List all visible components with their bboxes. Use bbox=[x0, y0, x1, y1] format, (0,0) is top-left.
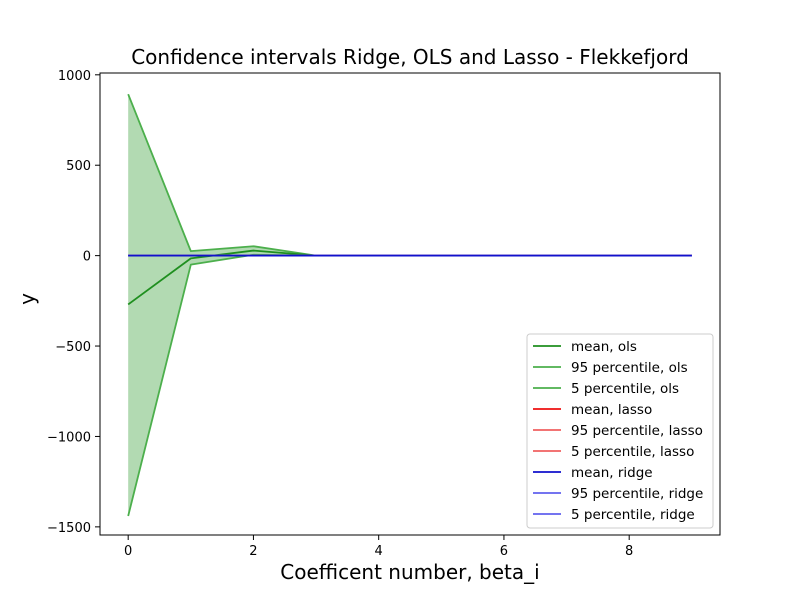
y-tick-label: −1000 bbox=[47, 430, 91, 445]
y-tick-label: 0 bbox=[83, 250, 91, 265]
legend-label-5-percentile-ols: 5 percentile, ols bbox=[571, 381, 679, 397]
legend-label-95-percentile-ols: 95 percentile, ols bbox=[571, 360, 688, 376]
legend-label-95-percentile-lasso: 95 percentile, lasso bbox=[571, 423, 703, 439]
y-tick-label: 1000 bbox=[58, 69, 91, 84]
legend-label-mean-ols: mean, ols bbox=[571, 339, 637, 355]
legend-label-95-percentile-ridge: 95 percentile, ridge bbox=[571, 486, 703, 502]
axis-ticks: 0 2 4 6 8 −1500 −1000 −500 0 500 1000 bbox=[47, 69, 633, 559]
x-tick-label: 0 bbox=[124, 544, 132, 559]
series-line-95-percentile-ols bbox=[127, 93, 692, 257]
x-tick-label: 6 bbox=[500, 544, 508, 559]
legend-label-5-percentile-ridge: 5 percentile, ridge bbox=[571, 507, 695, 523]
y-tick-label: −1500 bbox=[47, 521, 91, 536]
legend-box bbox=[526, 333, 714, 529]
legend-label-mean-ridge: mean, ridge bbox=[571, 465, 653, 481]
plot-area bbox=[99, 72, 721, 536]
plot-frame bbox=[99, 72, 721, 536]
x-axis-label: Coefficent number, beta_i bbox=[280, 560, 539, 584]
y-tick-label: 500 bbox=[66, 159, 91, 174]
y-tick-label: −500 bbox=[55, 340, 91, 355]
x-tick-label: 4 bbox=[375, 544, 383, 559]
chart-title: Confidence intervals Ridge, OLS and Lass… bbox=[131, 45, 689, 69]
legend: mean, ols 95 percentile, ols 5 percentile,… bbox=[526, 333, 714, 529]
y-axis-label: y bbox=[15, 293, 39, 305]
x-tick-label: 2 bbox=[249, 544, 257, 559]
legend-label-5-percentile-lasso: 5 percentile, lasso bbox=[571, 444, 694, 460]
legend-label-mean-lasso: mean, lasso bbox=[571, 402, 652, 418]
x-tick-label: 8 bbox=[625, 544, 633, 559]
